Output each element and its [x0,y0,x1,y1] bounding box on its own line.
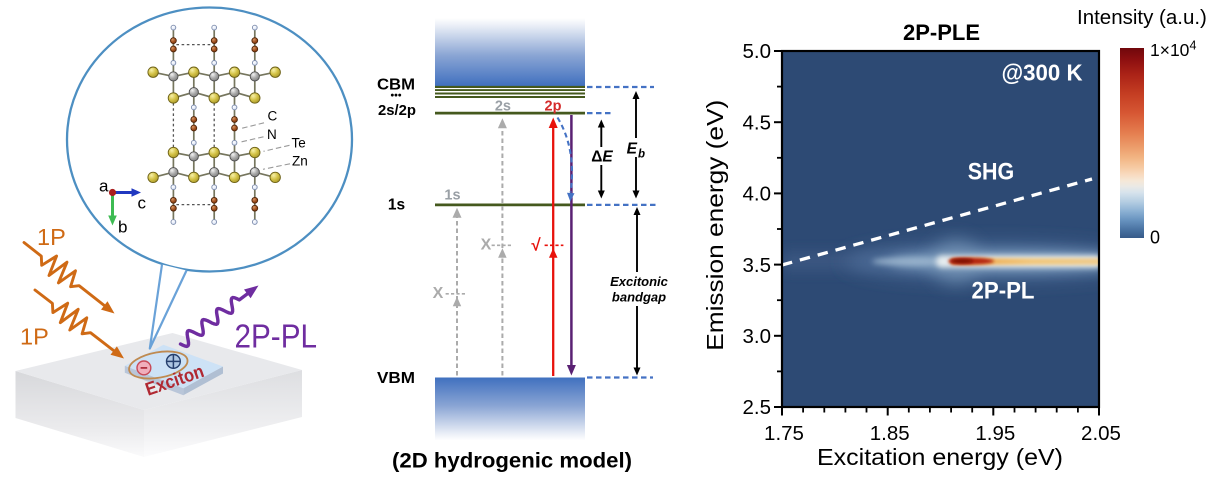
svg-text:2s: 2s [495,98,511,114]
svg-text:•••: ••• [390,90,401,102]
svg-text:b: b [118,218,127,237]
svg-text:1.95: 1.95 [975,422,1015,445]
svg-text:C: C [268,109,278,124]
svg-text:2.05: 2.05 [1081,422,1121,445]
svg-text:4: 4 [1190,39,1197,53]
svg-text:Te: Te [292,136,306,151]
svg-text:1P: 1P [37,224,66,250]
svg-text:2P-PL: 2P-PL [972,278,1035,305]
svg-text:1.75: 1.75 [764,422,804,445]
svg-text:5.0: 5.0 [743,40,772,63]
svg-text:a: a [99,177,109,196]
svg-text:4.5: 4.5 [743,111,772,134]
svg-text:@300 K: @300 K [1002,60,1083,86]
svg-text:(2D hydrogenic model): (2D hydrogenic model) [392,450,632,473]
svg-text:Zn: Zn [292,154,308,169]
svg-text:Excitonic: Excitonic [610,274,669,289]
svg-text:2P-PL: 2P-PL [235,318,318,355]
svg-text:2P-PLE: 2P-PLE [903,20,980,45]
svg-text:N: N [267,127,277,142]
svg-text:1×10: 1×10 [1150,40,1190,60]
svg-text:2p: 2p [545,98,562,114]
svg-text:VBM: VBM [377,370,415,387]
svg-text:2s/2p: 2s/2p [378,103,416,119]
svg-text:X: X [433,285,444,302]
svg-text:3.0: 3.0 [743,325,772,348]
svg-text:Emission energy (eV): Emission energy (eV) [702,100,728,351]
svg-text:bandgap: bandgap [612,290,666,305]
svg-text:c: c [138,194,147,213]
svg-text:0: 0 [1150,228,1160,248]
svg-text:SHG: SHG [968,159,1015,186]
svg-text:Excitation energy (eV): Excitation energy (eV) [817,444,1063,470]
svg-text:3.5: 3.5 [743,254,772,277]
svg-text:4.0: 4.0 [743,183,772,206]
svg-text:ΔE: ΔE [591,149,613,166]
svg-text:√: √ [531,236,541,255]
svg-text:1s: 1s [388,197,405,214]
svg-text:1.85: 1.85 [870,422,910,445]
svg-text:Intensity (a.u.): Intensity (a.u.) [1077,6,1207,29]
svg-text:2.5: 2.5 [743,396,772,419]
svg-text:1s: 1s [444,188,460,204]
svg-text:E: E [627,141,638,158]
svg-text:1P: 1P [20,324,49,350]
svg-text:b: b [638,149,645,161]
svg-text:CBM: CBM [377,77,415,94]
svg-text:X: X [481,237,492,254]
